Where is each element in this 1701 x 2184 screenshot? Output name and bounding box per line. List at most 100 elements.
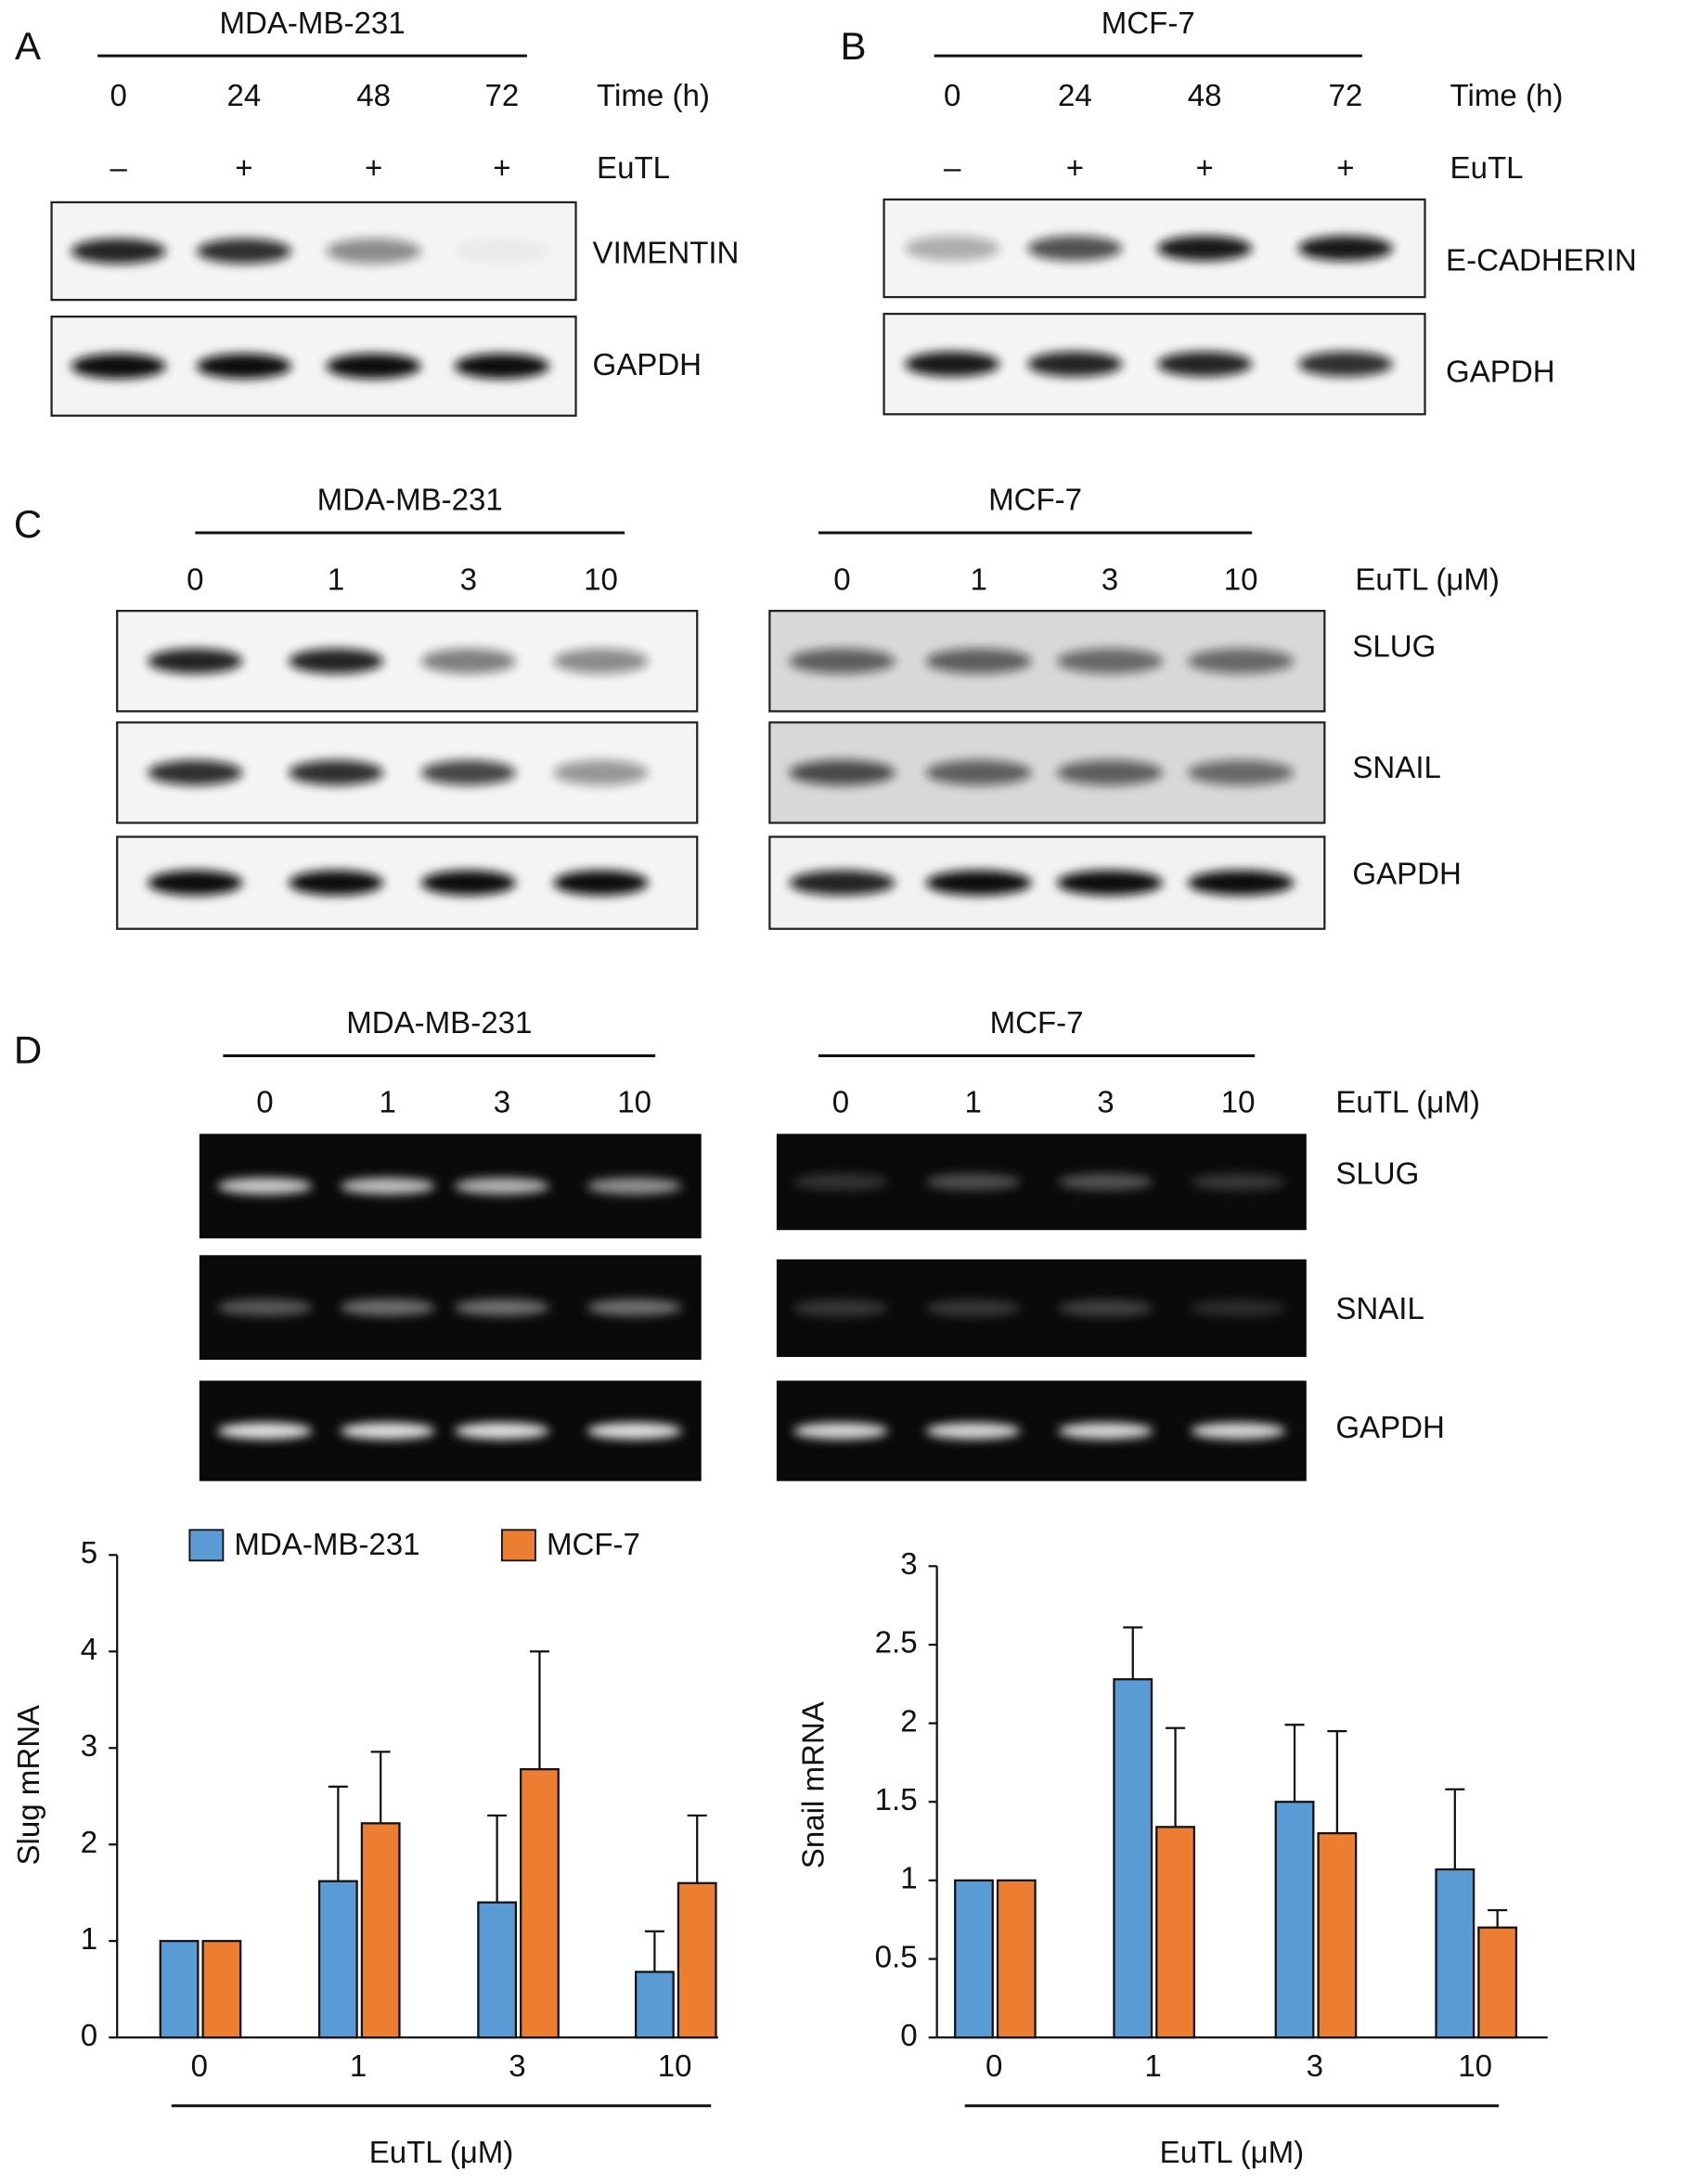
panel-letter: B <box>840 24 866 68</box>
gel-label: GAPDH <box>1335 1411 1445 1445</box>
dose-axis-label: EuTL (μM) <box>1355 562 1500 597</box>
blot-band <box>1297 351 1393 377</box>
gel-band <box>1058 1173 1153 1191</box>
bar <box>677 1881 717 2039</box>
blot-band <box>148 870 243 896</box>
blot-band <box>420 759 516 785</box>
y-tick-label: 0.5 <box>875 1940 918 1974</box>
time-label: 24 <box>1058 79 1092 113</box>
x-tick-label: 3 <box>509 2049 525 2084</box>
y-tick-label: 0 <box>81 2019 97 2053</box>
dose-label: 0 <box>832 1086 849 1120</box>
bar <box>954 1879 994 2039</box>
x-axis-title: EuTL (μM) <box>369 2136 514 2170</box>
x-tick-label: 1 <box>350 2049 367 2084</box>
blot-band <box>196 238 292 265</box>
gel-band <box>586 1177 682 1195</box>
blot-band <box>1056 648 1164 674</box>
dose-label: 3 <box>460 562 477 597</box>
blot-band <box>789 759 896 785</box>
gel-band <box>1191 1422 1286 1440</box>
y-tick-label: 0 <box>900 2019 917 2053</box>
dose-label: 0 <box>187 562 203 597</box>
gel-band <box>340 1299 435 1316</box>
treatment-label: – <box>944 151 961 186</box>
x-tick-label: 1 <box>1144 2049 1161 2084</box>
y-tick-label: 2 <box>81 1826 97 1860</box>
bar <box>1317 1831 1358 2039</box>
time-label: 0 <box>944 79 960 113</box>
gel-band <box>1058 1422 1153 1440</box>
blot-band <box>289 648 384 674</box>
blot-band <box>1188 870 1295 896</box>
blot-band <box>905 351 1000 377</box>
y-tick-label: 4 <box>81 1633 97 1667</box>
bar <box>634 1971 675 2039</box>
dose-label: 1 <box>328 562 344 597</box>
time-label: 48 <box>356 79 391 113</box>
gel-label: SLUG <box>1335 1157 1419 1191</box>
blot-band <box>905 235 1000 262</box>
x-tick-label: 3 <box>1307 2049 1323 2084</box>
blot-label: E-CADHERIN <box>1446 243 1637 278</box>
cell-line-label: MDA-MB-231 <box>219 6 405 41</box>
blot-band <box>326 238 421 265</box>
blot-band <box>454 238 549 265</box>
x-tick-label: 10 <box>658 2049 692 2084</box>
blot-band <box>289 870 384 896</box>
blot-band <box>1157 235 1253 262</box>
bar <box>1435 1867 1475 2039</box>
cell-line-label: MDA-MB-231 <box>346 1006 532 1040</box>
legend-swatch <box>188 1529 225 1562</box>
gel-band <box>1191 1299 1286 1317</box>
gel-band <box>217 1177 313 1195</box>
blot-band <box>925 648 1032 674</box>
gel-band <box>217 1299 313 1316</box>
treatment-label: + <box>235 151 252 186</box>
dose-label: 0 <box>256 1086 273 1120</box>
y-tick-label: 1 <box>81 1922 97 1957</box>
y-tick-label: 2 <box>900 1704 917 1738</box>
blot-band <box>553 648 649 674</box>
time-axis-label: Time (h) <box>597 79 710 113</box>
dose-label: 3 <box>494 1086 510 1120</box>
y-tick-label: 3 <box>81 1729 97 1764</box>
blot-band <box>454 353 549 379</box>
blot-band <box>1056 759 1164 785</box>
blot-band <box>1188 759 1295 785</box>
dose-label: 10 <box>584 562 618 597</box>
treatment-label: + <box>1336 151 1354 186</box>
legend-swatch <box>500 1529 536 1562</box>
blot-band <box>71 353 166 379</box>
bar <box>520 1768 560 2039</box>
time-label: 0 <box>110 79 127 113</box>
bar <box>360 1822 401 2039</box>
y-tick-label: 2.5 <box>875 1626 918 1661</box>
gel-band <box>586 1299 682 1316</box>
time-label: 72 <box>485 79 520 113</box>
gel-band <box>925 1422 1021 1440</box>
bar <box>201 1940 242 2039</box>
blot-band <box>71 238 166 265</box>
y-tick-label: 5 <box>81 1536 97 1570</box>
dose-label: 1 <box>965 1086 982 1120</box>
gel-band <box>586 1422 682 1440</box>
time-label: 72 <box>1328 79 1362 113</box>
blot-band <box>1297 235 1393 262</box>
gel-band <box>454 1422 549 1440</box>
gel-band <box>793 1173 889 1191</box>
blot-label: GAPDH <box>1446 355 1555 389</box>
blot-band <box>789 648 896 674</box>
time-label: 24 <box>227 79 262 113</box>
gel-band <box>454 1177 549 1195</box>
y-tick-label: 1.5 <box>875 1783 918 1817</box>
y-tick-label: 1 <box>900 1862 917 1896</box>
blot-band <box>420 870 516 896</box>
dose-label: 0 <box>833 562 850 597</box>
y-axis-title: Snail mRNA <box>797 1701 831 1868</box>
gel-band <box>793 1299 889 1317</box>
treatment-label: + <box>493 151 510 186</box>
gel-band <box>793 1422 889 1440</box>
blot-label: VIMENTIN <box>593 237 740 271</box>
